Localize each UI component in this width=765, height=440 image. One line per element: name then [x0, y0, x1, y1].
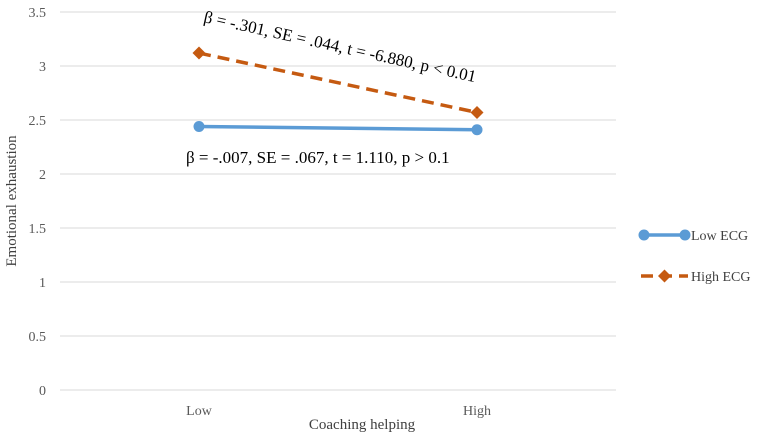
annotation-low-ecg: β = -.007, SE = .067, t = 1.110, p > 0.1	[186, 148, 450, 167]
legend-marker-low-ecg	[679, 229, 691, 241]
y-tick-label: 1	[39, 276, 46, 291]
legend-marker-high-ecg	[658, 269, 671, 283]
y-tick-label: 0	[39, 384, 46, 399]
legend-marker-low-ecg	[638, 229, 650, 241]
x-tick-label: Low	[186, 404, 213, 419]
x-tick-label: High	[463, 404, 491, 419]
y-tick-label: 3.5	[29, 6, 47, 21]
series-group	[192, 46, 484, 136]
gridlines	[60, 11, 616, 337]
series-line-low-ecg	[198, 124, 478, 132]
data-point-low-ecg	[193, 120, 205, 132]
annotation-high-ecg: β = -.301, SE = .044, t = -6.880, p < 0.…	[202, 7, 478, 86]
y-tick-label: 3	[39, 60, 46, 75]
data-point-low-ecg	[471, 124, 483, 136]
legend-label-high-ecg: High ECG	[691, 270, 751, 285]
data-point-high-ecg	[470, 105, 484, 119]
y-tick-label: 1.5	[29, 222, 47, 237]
legend-label-low-ecg: Low ECG	[691, 229, 748, 244]
series-line-high-ecg	[198, 51, 478, 115]
y-tick-label: 2	[39, 168, 46, 183]
y-tick-label: 0.5	[29, 330, 47, 345]
annotations: β = -.301, SE = .044, t = -6.880, p < 0.…	[186, 7, 478, 167]
y-tick-label: 2.5	[29, 114, 47, 129]
data-point-high-ecg	[192, 46, 206, 60]
axes: 0 0.5 1 1.5 2 2.5 3 3.5 Low High	[29, 6, 616, 419]
x-axis-title: Coaching helping	[309, 417, 416, 433]
y-axis-title: Emotional exhaustion	[4, 135, 20, 267]
legend: Low ECG High ECG	[638, 229, 751, 285]
